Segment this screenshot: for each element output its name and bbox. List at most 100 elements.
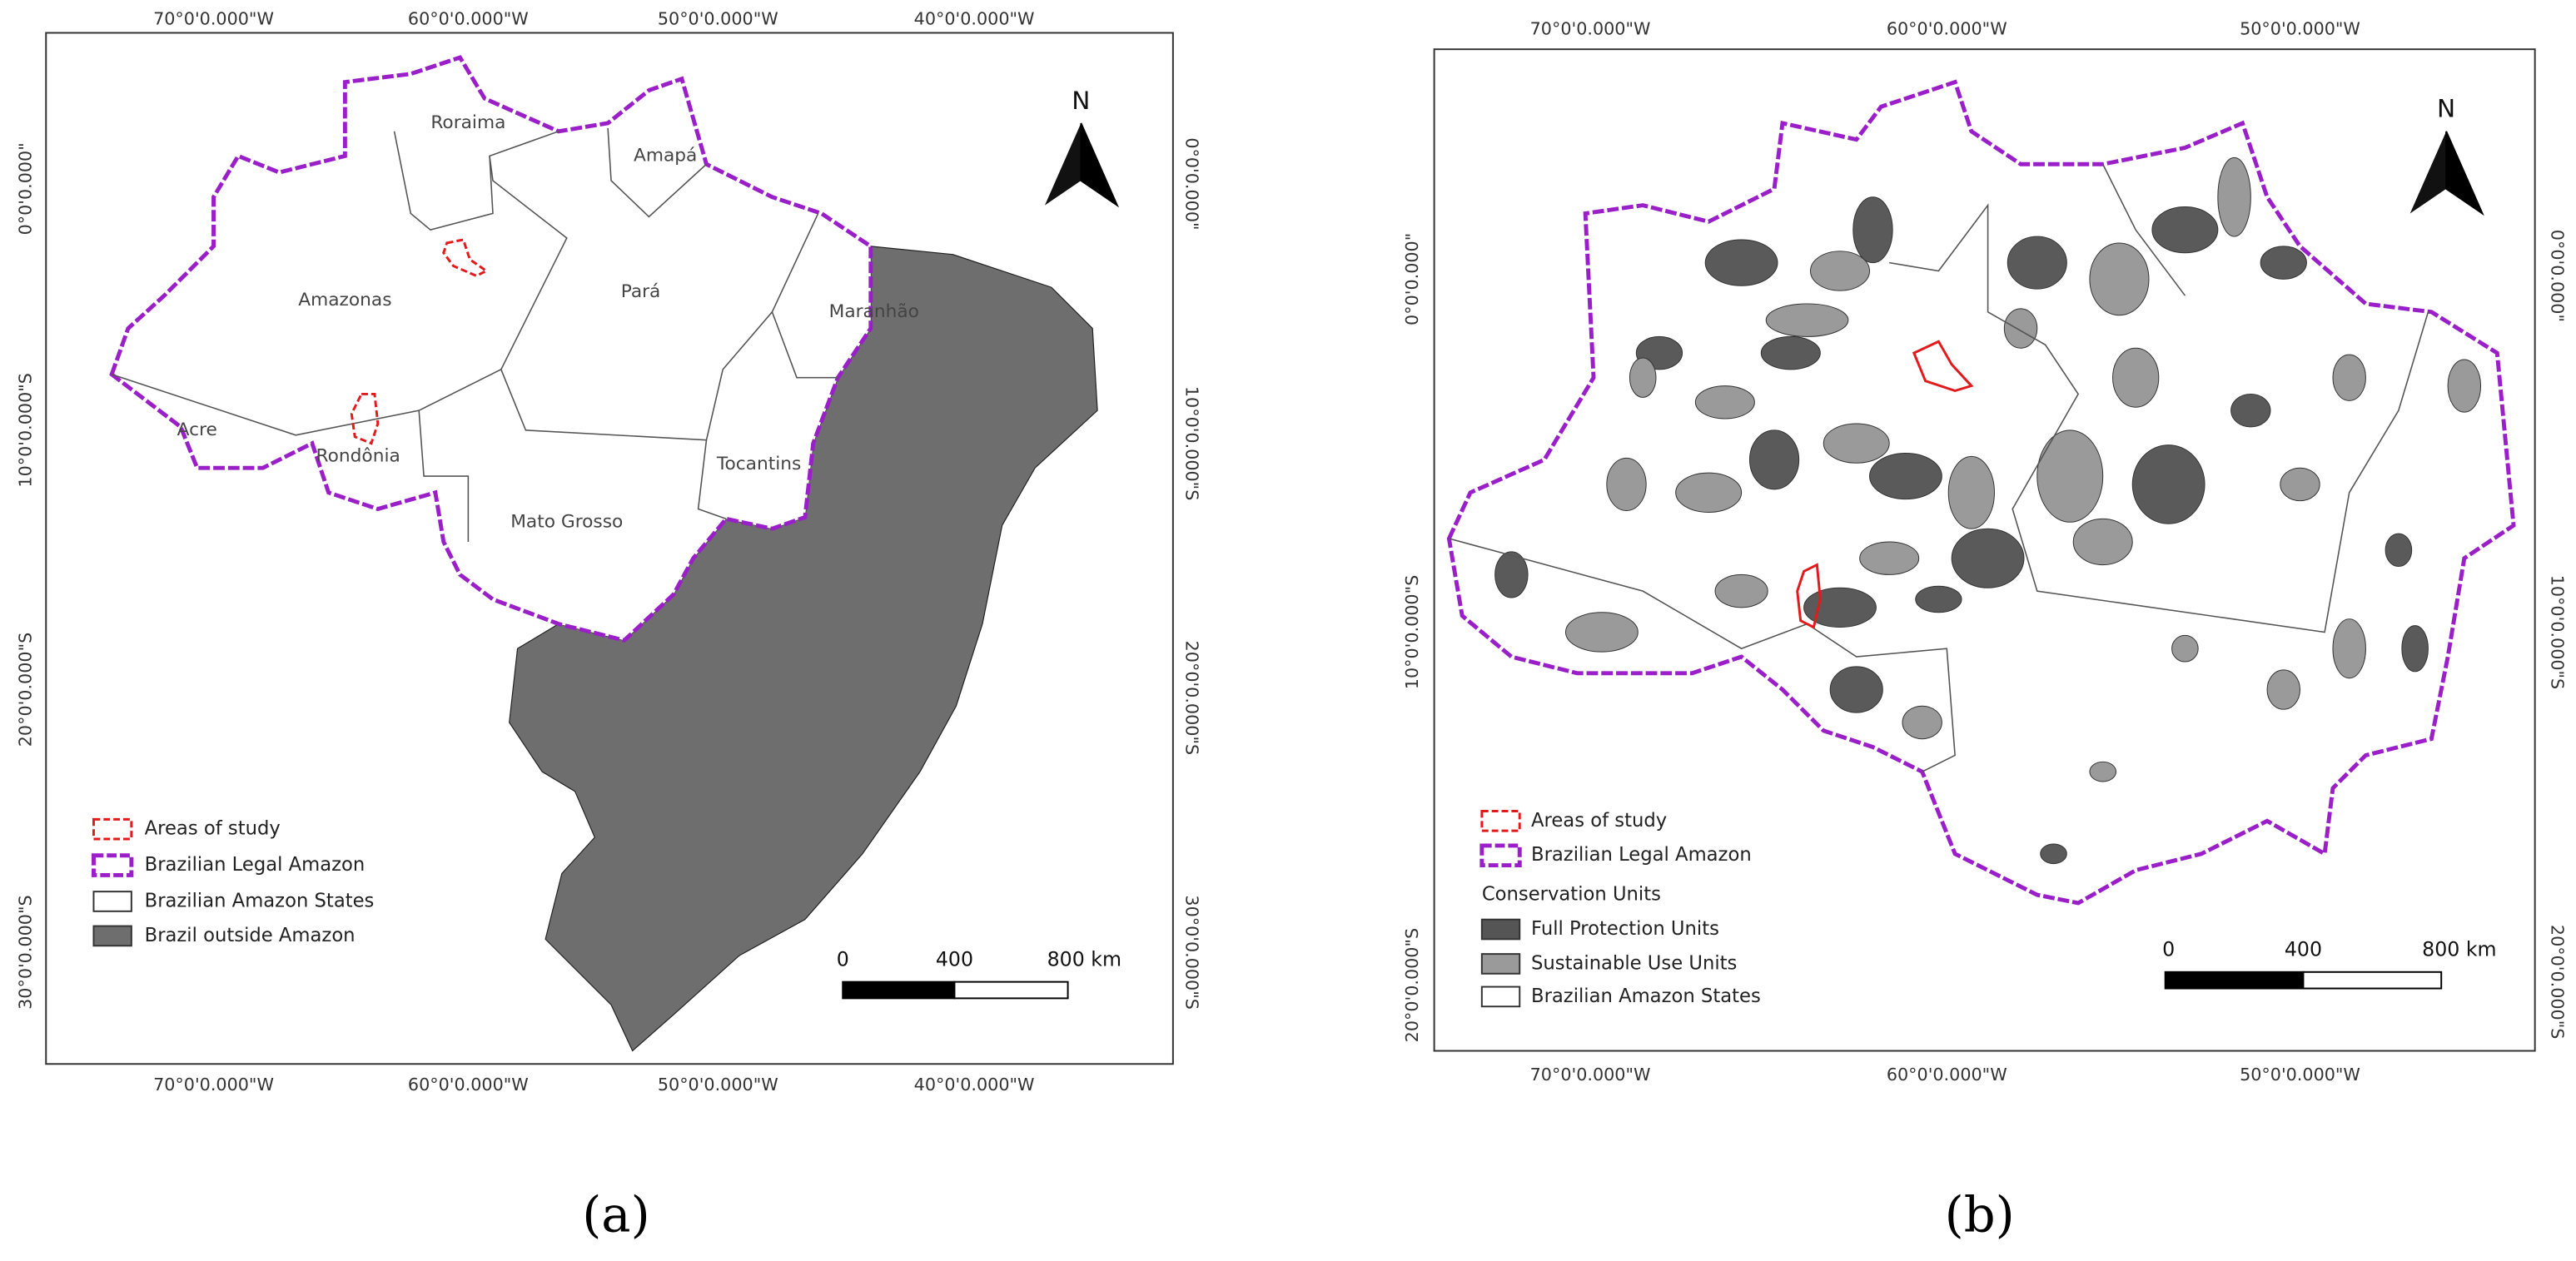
study-areas — [350, 238, 489, 445]
conservation-unit — [1951, 528, 2025, 588]
legend-label: Full Protection Units — [1531, 918, 1719, 940]
state-label: Amapá — [634, 145, 697, 166]
legend-label: Brazilian Legal Amazon — [145, 854, 366, 876]
conservation-unit — [1809, 251, 1871, 291]
legend-label: Brazilian Legal Amazon — [1531, 844, 1752, 866]
conservation-unit — [1947, 455, 1995, 529]
conservation-unit — [2007, 236, 2067, 290]
axis-label-bottom: 50°0'0.000"W — [2240, 1065, 2360, 1085]
state-label: Rondônia — [316, 445, 400, 466]
conservation-unit — [1823, 423, 1890, 464]
axis-label-top: 40°0'0.000"W — [914, 9, 1035, 29]
north-arrow — [1080, 122, 1120, 208]
legend-swatch — [92, 925, 132, 947]
conservation-unit — [2003, 308, 2038, 349]
legal-amazon-boundary — [1446, 79, 2516, 906]
axis-label-right: 0°0'0.000" — [1182, 137, 1202, 230]
legend-label: Brazilian Amazon States — [145, 890, 375, 911]
north-label: N — [2437, 95, 2455, 123]
scale-label: 800 km — [2422, 938, 2496, 961]
state-border — [418, 410, 470, 542]
conservation-unit — [2112, 347, 2160, 408]
state-label: Mato Grosso — [510, 511, 623, 532]
caption: (a) — [582, 1185, 649, 1243]
axis-label-top: 60°0'0.000"W — [1887, 19, 2007, 39]
axis-label-bottom: 70°0'0.000"W — [153, 1075, 274, 1095]
state-border — [489, 156, 819, 441]
axis-label-left: 20°0'0.000"S — [1402, 928, 1422, 1042]
conservation-unit — [2401, 625, 2429, 673]
state-label: Tocantins — [716, 454, 801, 474]
state-label: Maranhão — [829, 301, 919, 322]
scale-bar — [953, 981, 1069, 1000]
conservation-unit — [2072, 518, 2133, 566]
state-border — [393, 131, 559, 231]
caption: (b) — [1945, 1185, 2015, 1243]
scale-bar — [842, 981, 956, 1000]
conservation-unit — [1606, 457, 1647, 511]
conservation-unit — [1494, 551, 1529, 598]
legend-swatch — [1480, 918, 1521, 941]
study-area — [350, 392, 380, 445]
conservation-unit — [2280, 467, 2320, 502]
conservation-unit — [2040, 843, 2067, 865]
conservation-unit — [1748, 429, 1800, 490]
axis-label-left: 0°0'0.000" — [16, 142, 36, 235]
legend-swatch — [92, 853, 134, 877]
conservation-unit — [2260, 246, 2307, 280]
conservation-unit — [2385, 533, 2413, 568]
north-arrow — [2445, 131, 2484, 216]
study-area — [1912, 340, 1974, 393]
conservation-unit — [1629, 357, 1657, 398]
conservation-unit — [2089, 242, 2150, 316]
axis-label-bottom: 60°0'0.000"W — [1887, 1065, 2007, 1085]
axis-label-bottom: 70°0'0.000"W — [1530, 1065, 1651, 1085]
conservation-unit — [1859, 541, 1920, 575]
legend-label: Areas of study — [1531, 810, 1667, 832]
axis-label-top: 70°0'0.000"W — [1530, 19, 1651, 39]
axis-label-right: 0°0'0.000" — [2547, 230, 2567, 322]
conservation-unit — [1694, 385, 1755, 420]
scale-label: 0 — [837, 948, 849, 971]
state-border — [607, 127, 708, 218]
legend-swatch — [92, 891, 132, 912]
conservation-unit — [1829, 666, 1883, 713]
legend-label: Sustainable Use Units — [1531, 952, 1737, 974]
scale-label: 400 — [2285, 938, 2322, 961]
conservation-unit — [2131, 444, 2206, 524]
axis-label-right: 20°0'0.000"S — [2547, 925, 2567, 1039]
conservation-unit — [1765, 303, 1849, 337]
axis-label-left: 10°0'0.000"S — [16, 373, 36, 487]
scale-bar — [2302, 971, 2443, 990]
legend-label: Brazil outside Amazon — [145, 925, 356, 946]
state-border — [1449, 538, 1808, 650]
conservation-unit — [2230, 393, 2271, 428]
axis-label-right: 20°0'0.000"S — [1182, 641, 1202, 755]
axis-label-left: 0°0'0.000" — [1402, 233, 1422, 325]
study-area — [1796, 563, 1822, 629]
axis-label-left: 10°0'0.000"S — [1402, 575, 1422, 689]
legend-swatch — [1479, 843, 1522, 868]
conservation-units — [1494, 156, 2482, 865]
legend-label: Brazilian Amazon States — [1531, 985, 1761, 1007]
scale-bar — [2164, 971, 2305, 990]
state-label: Pará — [621, 281, 661, 302]
state-borders — [111, 127, 838, 542]
axis-label-bottom: 40°0'0.000"W — [914, 1075, 1035, 1095]
study-areas — [1796, 340, 1974, 629]
axis-label-right: 30°0'0.000"S — [1182, 895, 1202, 1009]
conservation-unit — [2217, 156, 2251, 237]
axis-label-top: 60°0'0.000"W — [408, 9, 529, 29]
legend-swatch — [92, 817, 133, 841]
conservation-unit — [1704, 239, 1778, 286]
conservation-unit — [1803, 587, 1877, 628]
state-borders — [1449, 163, 2429, 772]
axis-label-bottom: 50°0'0.000"W — [658, 1075, 778, 1095]
axis-label-top: 50°0'0.000"W — [2240, 19, 2360, 39]
conservation-unit — [1902, 705, 1942, 740]
axis-label-top: 70°0'0.000"W — [153, 9, 274, 29]
state-border — [2102, 163, 2186, 296]
conservation-unit — [1869, 452, 1942, 500]
legend-title: Conservation Units — [1482, 884, 1661, 906]
